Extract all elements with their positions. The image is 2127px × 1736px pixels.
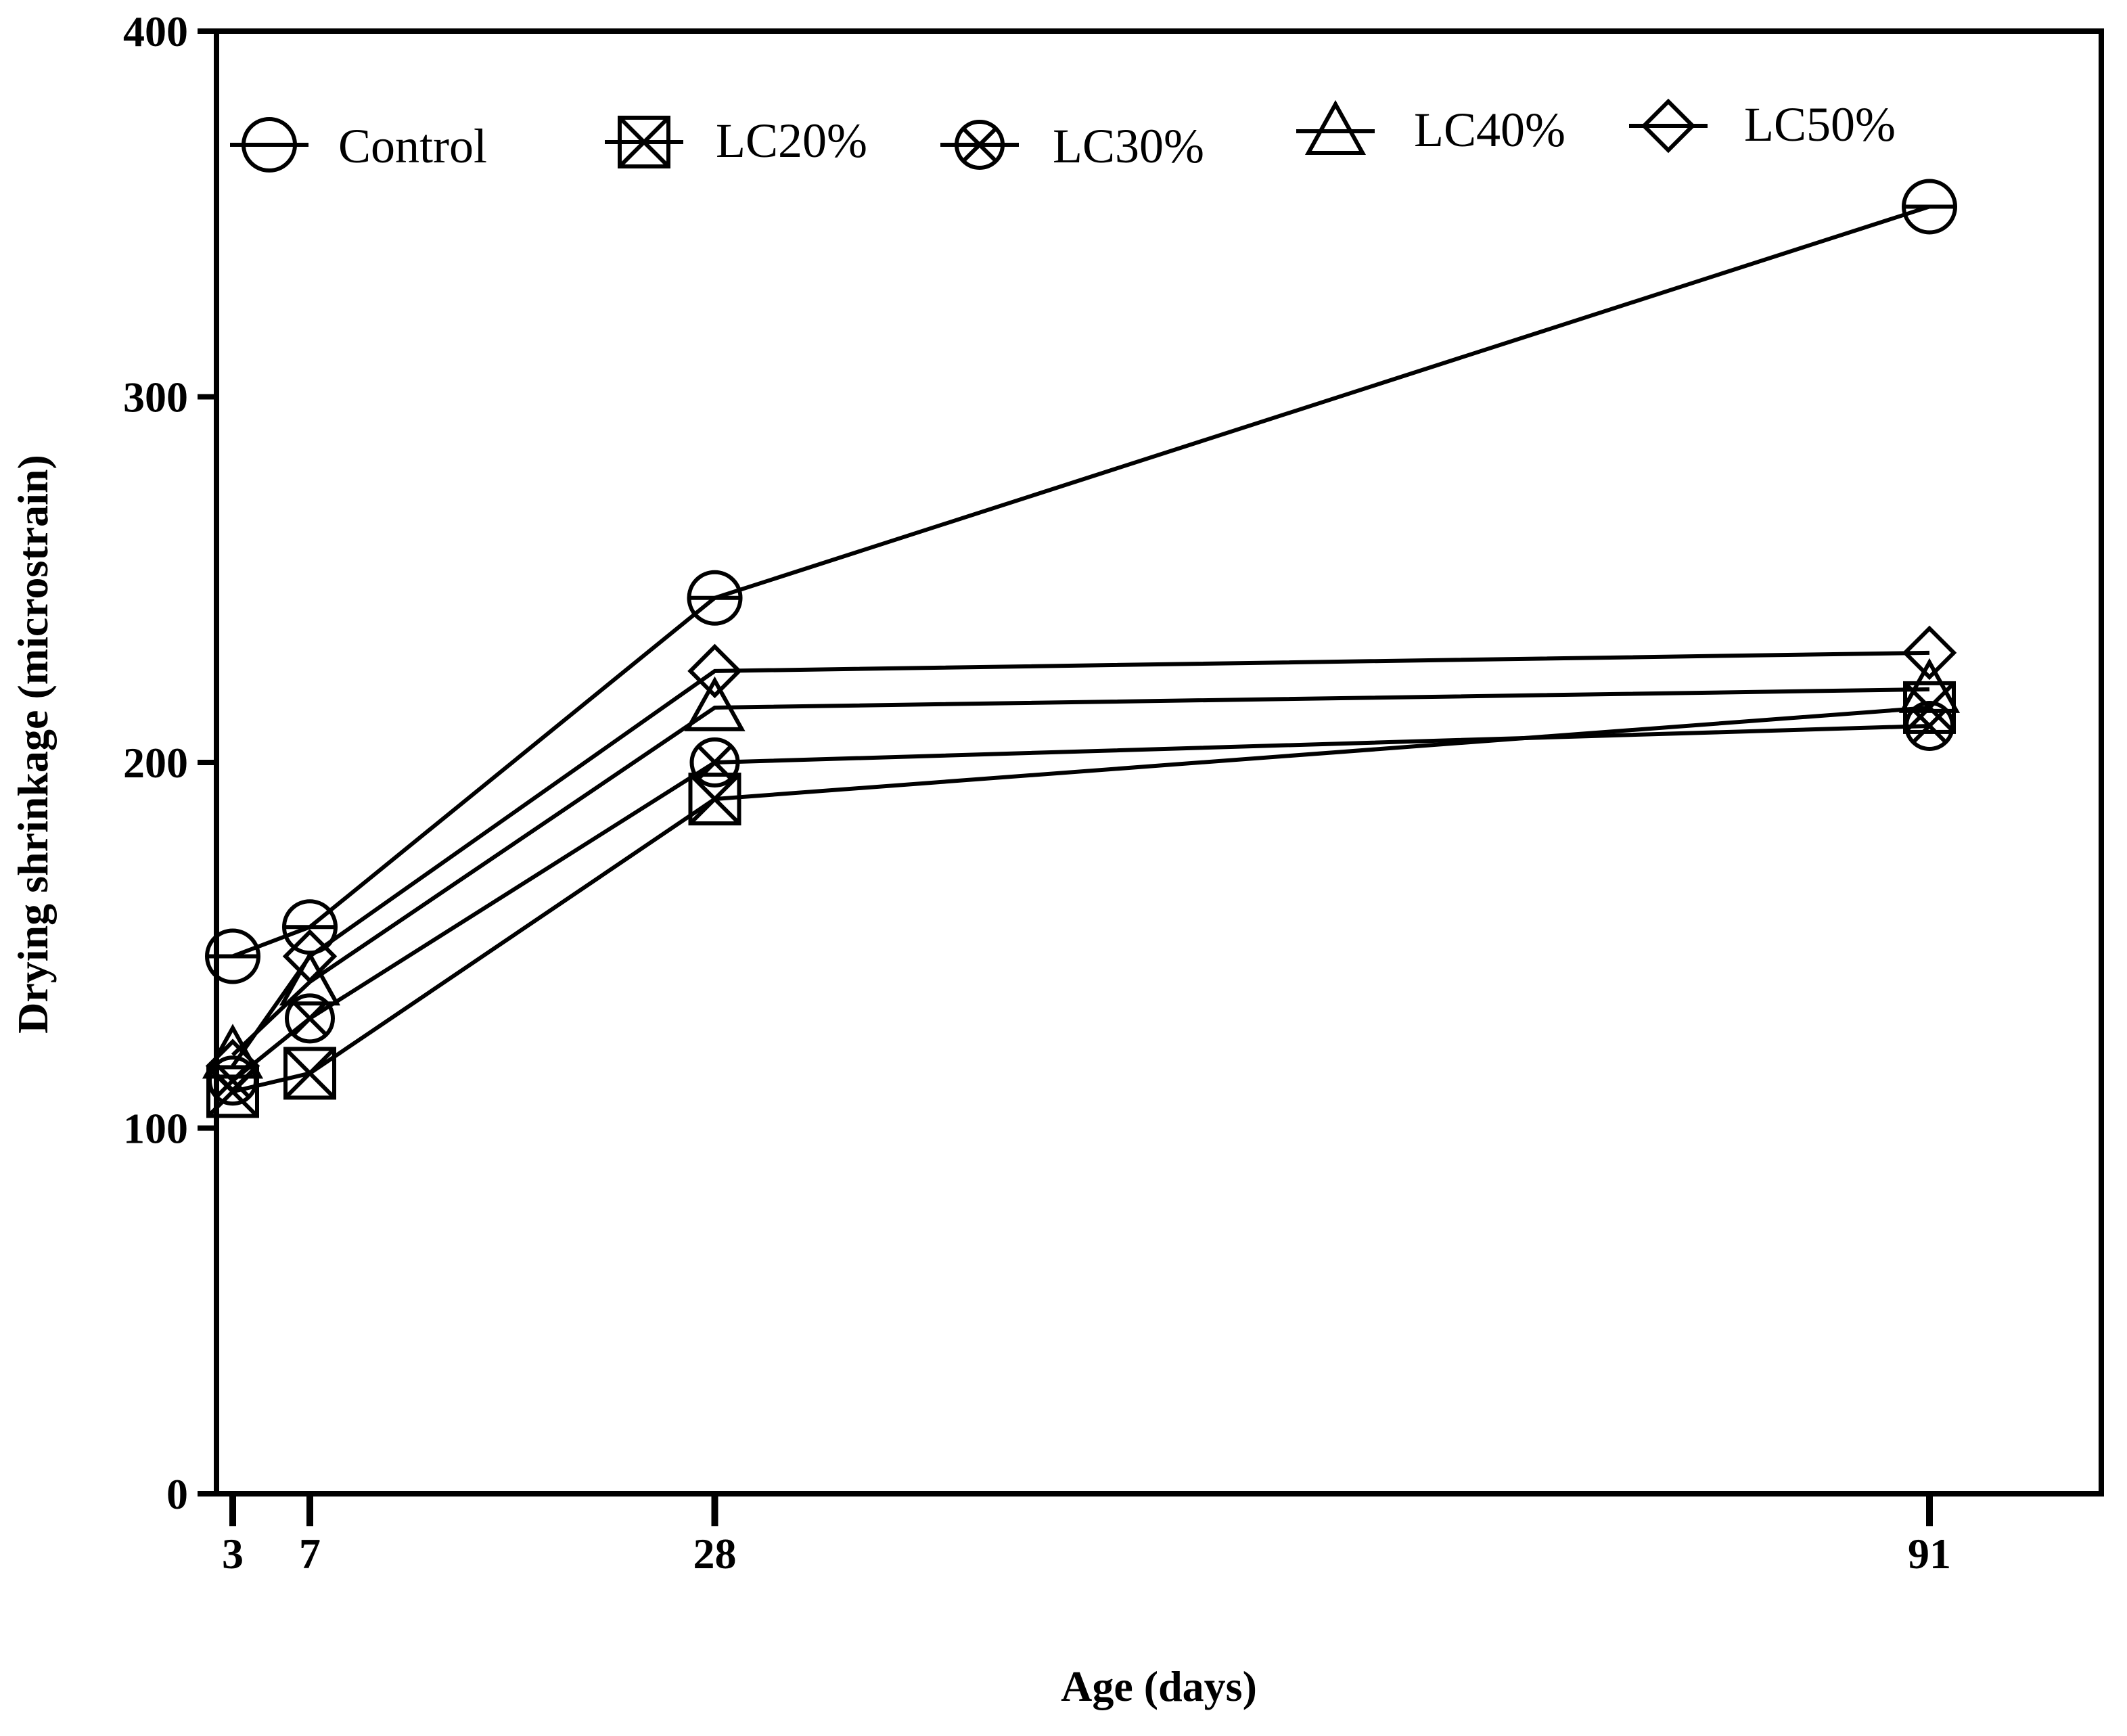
series-line-lc50pct <box>231 650 1930 1068</box>
legend-label-lc30pct: LC30% <box>1053 119 1204 173</box>
cross-icon <box>961 127 998 163</box>
square-icon <box>688 773 741 826</box>
series-line-lc20pct <box>232 705 1930 1094</box>
legend-label-lc50pct: LC50% <box>1744 97 1896 152</box>
data-point-lc50pct-day-28 <box>687 643 742 699</box>
series-line-lc30pct <box>231 723 1930 1082</box>
y-axis-title: Drying shrinkage (microstrain) <box>9 455 57 1034</box>
x-axis: 3 7 28 91 <box>222 1494 1951 1578</box>
square-icon <box>283 1047 336 1100</box>
y-tick-label-300: 300 <box>123 373 188 421</box>
data-point-lc40pct-day-91 <box>1898 658 1961 713</box>
legend-marker-lc40pct <box>1304 99 1367 155</box>
series-lines <box>231 204 1930 1094</box>
circle-icon <box>1904 700 1954 751</box>
legend-item-lc30pct: LC30% <box>940 119 1204 173</box>
data-point-lc30pct-day-7 <box>285 993 335 1044</box>
series-line-lc40pct <box>231 687 1930 1057</box>
cross-icon <box>214 1063 251 1099</box>
data-point-control-day-91 <box>1902 179 1957 235</box>
data-point-lc30pct-day-3 <box>208 1055 258 1106</box>
legend-label-lc20pct: LC20% <box>716 114 867 168</box>
data-point-lc20pct-day-7 <box>283 1047 336 1100</box>
triangle-icon <box>684 676 746 731</box>
diamond-icon <box>687 643 742 699</box>
legend-item-lc50pct: LC50% <box>1629 97 1896 154</box>
y-axis: 0 100 200 300 400 <box>123 7 216 1518</box>
cross-icon <box>283 1047 336 1099</box>
data-point-lc40pct-day-28 <box>684 676 746 731</box>
series-markers <box>202 179 1961 1118</box>
x-axis-title: Age (days) <box>1061 1662 1257 1710</box>
legend-label-control: Control <box>338 119 487 173</box>
legend-marker-lc30pct <box>955 120 1005 170</box>
data-point-control-day-28 <box>687 570 743 626</box>
x-tick-label-91: 91 <box>1908 1530 1951 1578</box>
y-tick-label-100: 100 <box>123 1105 188 1153</box>
cross-icon <box>292 1001 328 1036</box>
cross-icon <box>697 744 733 781</box>
data-point-lc50pct-day-91 <box>1902 625 1957 681</box>
diamond-icon <box>1641 98 1696 154</box>
legend-marker-control <box>242 117 297 173</box>
x-tick-label-28: 28 <box>693 1530 737 1578</box>
y-tick-label-400: 400 <box>123 7 188 55</box>
circle-icon <box>689 737 740 787</box>
legend-label-lc40pct: LC40% <box>1414 103 1565 157</box>
legend-marker-lc50pct <box>1641 98 1696 154</box>
data-point-lc40pct-day-7 <box>279 951 341 1006</box>
data-point-lc30pct-day-28 <box>689 737 740 787</box>
data-point-lc50pct-day-3 <box>205 1038 260 1093</box>
circle-icon <box>208 1055 258 1106</box>
data-point-lc20pct-day-28 <box>688 773 741 826</box>
x-tick-label-7: 7 <box>299 1530 321 1578</box>
circle-icon <box>285 993 335 1044</box>
triangle-icon <box>279 951 341 1006</box>
data-point-lc50pct-day-7 <box>282 929 338 984</box>
cross-icon <box>618 116 670 168</box>
legend-item-control: Control <box>230 117 487 173</box>
triangle-icon <box>1898 658 1961 713</box>
diamond-icon <box>282 929 338 984</box>
cross-icon <box>689 773 741 825</box>
circle-icon <box>955 120 1005 170</box>
legend-item-lc40pct: LC40% <box>1296 99 1565 157</box>
x-tick-label-3: 3 <box>222 1530 244 1578</box>
series-line-control <box>231 204 1930 959</box>
square-icon <box>206 1065 259 1118</box>
data-point-lc30pct-day-91 <box>1904 700 1954 751</box>
data-point-control-day-3 <box>205 928 260 984</box>
diamond-icon <box>205 1038 260 1093</box>
legend-item-lc20pct: LC20% <box>605 114 867 168</box>
legend: Control LC20% LC30% LC40% LC50% <box>230 97 1896 173</box>
y-tick-label-200: 200 <box>123 739 188 787</box>
diamond-icon <box>1902 625 1957 681</box>
legend-marker-lc20pct <box>618 116 670 168</box>
square-icon <box>618 116 670 168</box>
cross-icon <box>1911 708 1948 744</box>
triangle-icon <box>1304 99 1367 155</box>
y-tick-label-0: 0 <box>166 1470 188 1518</box>
